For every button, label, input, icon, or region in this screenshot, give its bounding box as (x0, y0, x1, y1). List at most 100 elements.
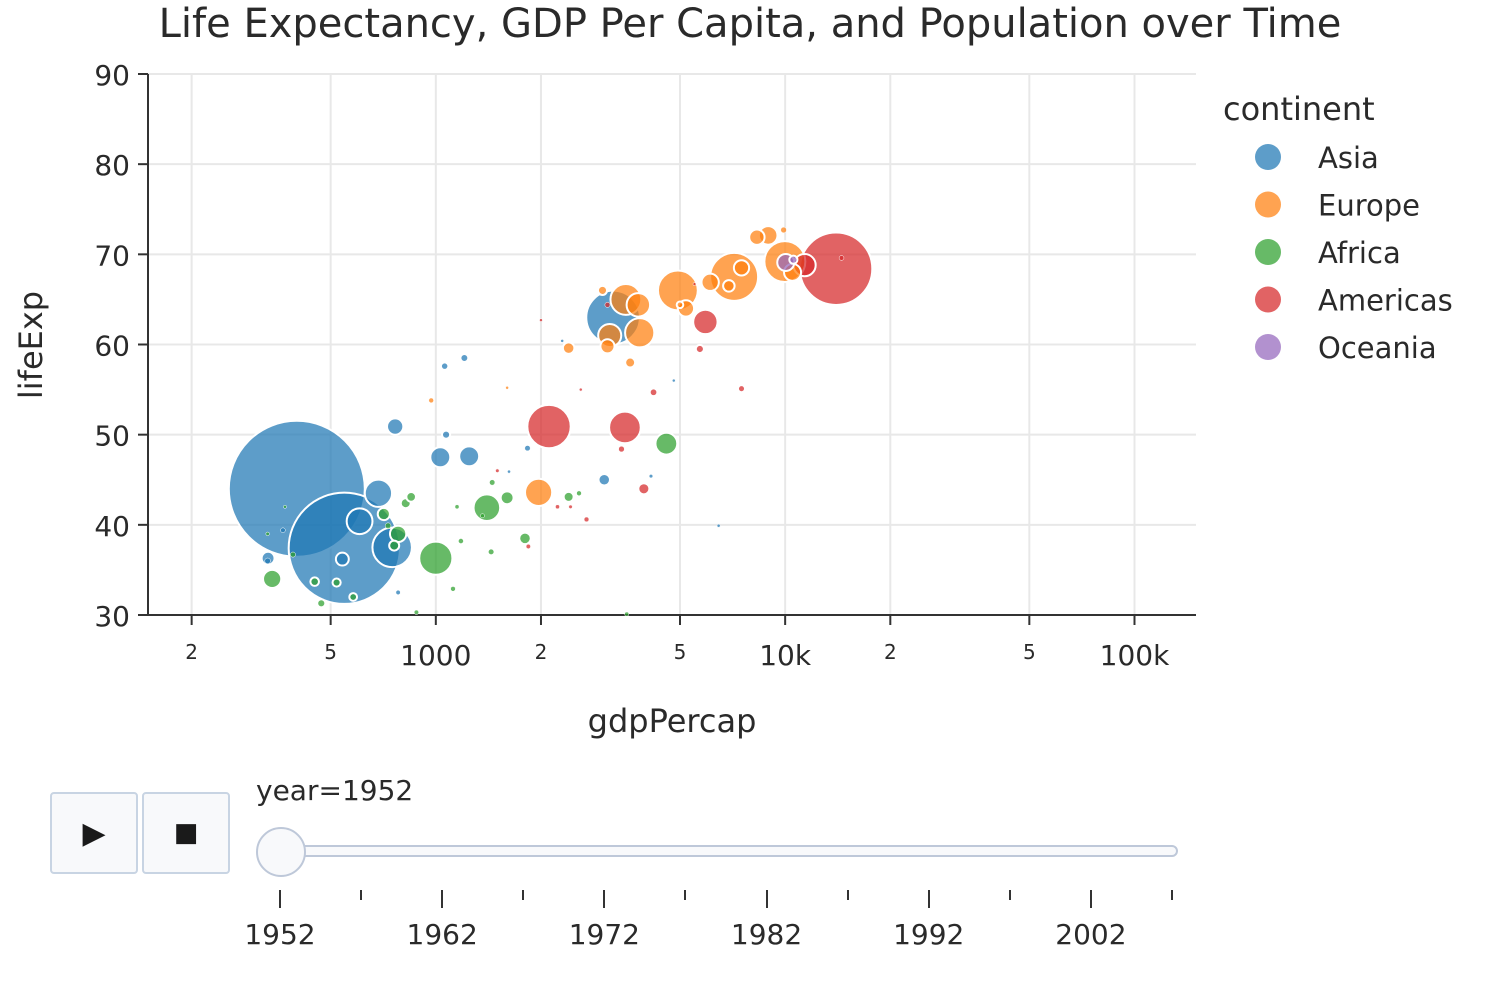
bubble-americas[interactable] (618, 445, 625, 453)
bubble-europe[interactable] (596, 284, 609, 296)
slider-tick-label[interactable]: 1962 (406, 918, 478, 951)
bubble-europe[interactable] (748, 228, 766, 246)
bubble-africa[interactable] (418, 540, 454, 576)
bubble-asia[interactable] (441, 429, 452, 440)
bubble-asia[interactable] (597, 472, 612, 487)
bubble-asia[interactable] (363, 478, 394, 508)
bubble-africa[interactable] (624, 611, 630, 616)
bubble-europe[interactable] (732, 259, 751, 277)
bubble-europe[interactable] (675, 300, 685, 310)
bubble-oceania[interactable] (788, 254, 799, 265)
bubble-americas[interactable] (526, 403, 572, 450)
bubble-americas[interactable] (539, 318, 543, 322)
legend-marker[interactable] (1255, 239, 1281, 265)
bubble-africa[interactable] (456, 536, 466, 546)
legend-label-americas[interactable]: Americas (1318, 284, 1453, 318)
slider-tick-label[interactable]: 1992 (893, 918, 965, 951)
bubble-africa[interactable] (265, 531, 270, 536)
bubble-asia[interactable] (507, 469, 511, 474)
legend-label-asia[interactable]: Asia (1318, 141, 1379, 175)
bubble-europe[interactable] (561, 341, 576, 355)
bubble-asia[interactable] (386, 417, 405, 436)
bubble-africa[interactable] (405, 491, 417, 503)
bubble-americas[interactable] (692, 308, 719, 336)
year-slider-track[interactable] (282, 845, 1178, 857)
bubble-africa[interactable] (562, 490, 575, 503)
bubble-americas[interactable] (692, 282, 697, 286)
bubble-africa[interactable] (309, 576, 320, 587)
bubble-asia[interactable] (264, 557, 271, 565)
bubble-africa[interactable] (413, 609, 419, 615)
play-button[interactable]: ▶ (50, 792, 138, 874)
bubble-americas[interactable] (604, 301, 611, 308)
bubble-africa[interactable] (454, 504, 460, 510)
legend-label-oceania[interactable]: Oceania (1318, 331, 1437, 365)
bubble-africa[interactable] (376, 506, 391, 522)
bubble-europe[interactable] (505, 386, 509, 390)
bubble-africa[interactable] (316, 598, 327, 609)
bubble-americas[interactable] (637, 482, 651, 496)
bubble-africa[interactable] (290, 551, 296, 558)
bubble-europe[interactable] (625, 292, 652, 318)
stop-button[interactable]: ■ (142, 792, 230, 874)
bubble-asia[interactable] (716, 523, 721, 528)
bubble-asia[interactable] (280, 527, 286, 533)
legend-marker[interactable] (1255, 191, 1281, 218)
legend-marker[interactable] (1255, 286, 1281, 313)
bubble-africa[interactable] (388, 539, 401, 552)
bubble-africa[interactable] (262, 568, 283, 590)
bubble-africa[interactable] (480, 513, 485, 519)
bubble-africa[interactable] (518, 531, 532, 546)
bubble-africa[interactable] (499, 490, 515, 506)
bubble-africa[interactable] (472, 493, 502, 523)
bubble-asia[interactable] (334, 551, 350, 567)
legend-marker[interactable] (1255, 144, 1281, 170)
bubble-asia[interactable] (648, 474, 654, 479)
bubble-europe[interactable] (599, 338, 616, 355)
bubble-americas[interactable] (495, 468, 500, 473)
bubble-asia[interactable] (429, 446, 452, 469)
bubble-americas[interactable] (608, 410, 642, 445)
bubble-asia[interactable] (672, 378, 676, 383)
bubble-americas[interactable] (583, 516, 590, 523)
bubble-africa[interactable] (489, 479, 496, 486)
bubble-asia[interactable] (560, 339, 564, 343)
bubble-africa[interactable] (331, 577, 342, 588)
bubble-asia[interactable] (439, 361, 450, 371)
bubble-europe[interactable] (722, 279, 736, 293)
bubble-africa[interactable] (384, 522, 392, 529)
bubble-asia[interactable] (345, 507, 374, 536)
legend-marker[interactable] (1255, 334, 1281, 360)
bubble-asia[interactable] (524, 445, 531, 452)
bubble-americas[interactable] (648, 387, 659, 398)
slider-tick-label[interactable]: 1952 (244, 918, 316, 951)
bubble-africa[interactable] (283, 504, 287, 509)
legend-label-europe[interactable]: Europe (1318, 189, 1420, 223)
bubble-africa[interactable] (450, 586, 456, 592)
bubble-americas[interactable] (736, 384, 747, 394)
bubble-europe[interactable] (428, 397, 434, 404)
bubble-americas[interactable] (568, 504, 573, 509)
bubble-americas[interactable] (525, 543, 531, 549)
bubble-asia[interactable] (458, 445, 481, 468)
bubble-europe[interactable] (624, 317, 656, 349)
bubble-africa[interactable] (388, 524, 408, 544)
bubble-europe[interactable] (780, 226, 787, 234)
bubble-africa[interactable] (348, 592, 359, 602)
bubble-asia[interactable] (395, 589, 401, 595)
year-slider-handle[interactable] (256, 827, 306, 877)
bubble-africa[interactable] (654, 431, 679, 456)
bubble-europe[interactable] (624, 356, 637, 369)
bubble-africa[interactable] (576, 490, 582, 496)
bubble-americas[interactable] (694, 343, 705, 355)
legend-label-africa[interactable]: Africa (1318, 236, 1401, 270)
bubble-europe[interactable] (700, 272, 720, 292)
bubble-americas[interactable] (838, 255, 845, 261)
bubble-americas[interactable] (579, 387, 583, 392)
bubble-europe[interactable] (524, 477, 554, 507)
slider-tick-label[interactable]: 1982 (730, 918, 803, 951)
bubble-americas[interactable] (555, 504, 560, 510)
bubble-africa[interactable] (486, 547, 496, 557)
slider-tick-label[interactable]: 2002 (1055, 918, 1127, 951)
bubble-asia[interactable] (459, 353, 470, 364)
